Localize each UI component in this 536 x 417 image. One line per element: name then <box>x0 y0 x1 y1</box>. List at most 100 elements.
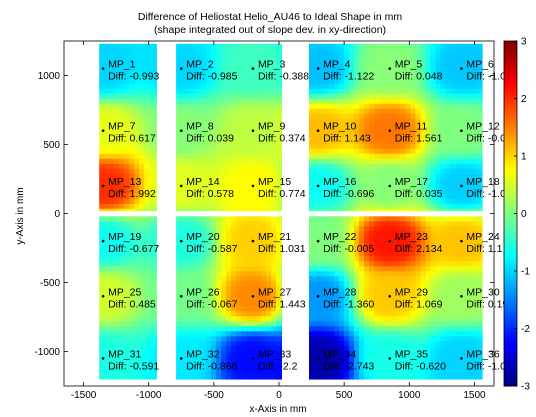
colorbar-segment <box>504 124 517 128</box>
measurement-point-marker <box>460 295 463 298</box>
colorbar-segment <box>504 75 517 79</box>
measurement-point-name: MP_36 <box>466 348 499 360</box>
measurement-point-diff: Diff: 0.774 <box>258 188 306 200</box>
colorbar-segment <box>504 328 517 332</box>
measurement-point-name: MP_20 <box>186 231 219 243</box>
colorbar-segment <box>504 342 517 347</box>
colorbar-segment <box>504 227 517 232</box>
colorbar-tick-label: -3 <box>521 382 530 393</box>
measurement-point-name: MP_12 <box>466 121 499 133</box>
colorbar-segment <box>504 199 517 203</box>
colorbar-segment <box>504 69 517 74</box>
colorbar-tick-label: -2 <box>521 324 530 335</box>
colorbar-segment <box>504 236 517 240</box>
colorbar-segment <box>504 314 517 318</box>
measurement-point-diff: Diff: 0.048 <box>395 71 443 83</box>
measurement-point-diff: Diff: 1.143 <box>323 133 371 145</box>
measurement-point-name: MP_34 <box>323 348 356 360</box>
y-tick-label: 500 <box>43 140 60 151</box>
measurement-point-marker <box>251 295 255 298</box>
measurement-point-name: MP_17 <box>395 176 428 188</box>
measurement-point-marker <box>316 67 320 70</box>
colorbar-segment <box>504 371 517 376</box>
measurement-point-name: MP_15 <box>258 176 291 188</box>
colorbar-segment <box>504 184 517 189</box>
colorbar-segment <box>504 250 517 255</box>
measurement-point-marker <box>316 184 320 188</box>
measurement-point-marker <box>388 357 392 360</box>
colorbar-segment <box>504 294 517 298</box>
measurement-point-diff: Diff: -0.388 <box>258 71 309 83</box>
measurement-point-marker <box>101 129 105 132</box>
facet-panel <box>176 216 237 380</box>
colorbar-segment <box>504 305 517 309</box>
colorbar-segment <box>504 383 517 387</box>
colorbar-segment <box>504 273 517 278</box>
measurement-point-name: MP_26 <box>186 286 219 298</box>
colorbar-tick-label: 0 <box>521 209 527 220</box>
colorbar-segment <box>504 52 517 56</box>
colorbar-tick-label: -1 <box>521 267 530 278</box>
colorbar-segment <box>504 204 517 209</box>
measurement-point-name: MP_7 <box>108 121 136 133</box>
measurement-point-marker <box>460 129 463 132</box>
colorbar-segment <box>504 115 517 120</box>
measurement-point-name: MP_28 <box>323 286 356 298</box>
measurement-point-name: MP_11 <box>395 121 428 133</box>
measurement-point-marker <box>101 295 105 298</box>
measurement-point-diff: Diff: -0.866 <box>186 360 237 372</box>
colorbar-segment <box>504 317 517 321</box>
measurement-point-diff: Diff: 1.1 <box>466 243 502 255</box>
measurement-point-name: MP_32 <box>186 348 219 360</box>
colorbar-segment <box>504 268 517 272</box>
measurement-point-marker <box>316 357 320 360</box>
measurement-point-marker <box>460 184 463 188</box>
colorbar-segment <box>504 308 517 312</box>
colorbar-segment <box>504 248 517 252</box>
facet-panel <box>99 216 157 380</box>
colorbar-segment <box>504 380 517 384</box>
measurement-point-marker <box>179 67 183 70</box>
measurement-point-marker <box>179 184 183 188</box>
y-axis-label: y-Axis in mm <box>15 187 26 244</box>
colorbar-segment <box>504 107 517 111</box>
colorbar-tick-label: 1 <box>521 152 527 163</box>
measurement-point-name: MP_3 <box>258 59 286 71</box>
colorbar-segment <box>504 345 517 350</box>
measurement-point-marker <box>460 357 463 360</box>
measurement-point-diff: Diff: -0.677 <box>108 243 159 255</box>
colorbar-segment <box>504 46 517 51</box>
measurement-point-marker <box>388 67 392 70</box>
colorbar-segment <box>504 288 517 292</box>
colorbar-segment <box>504 319 517 324</box>
colorbar-segment <box>504 276 517 281</box>
colorbar-segment <box>504 271 517 275</box>
measurement-point-marker <box>460 239 463 243</box>
colorbar-segment <box>504 58 517 62</box>
facet-panel <box>99 43 157 212</box>
colorbar-segment <box>504 285 517 289</box>
colorbar-segment <box>504 334 517 338</box>
measurement-point-diff: Diff: -2.2 <box>258 360 298 372</box>
facet-panel <box>176 43 237 212</box>
measurement-point-diff: Diff: 1.561 <box>395 133 443 145</box>
measurement-point-diff: Diff: 2.134 <box>395 243 443 255</box>
plot-area: -1500 -1000 -500 0 500 1000 1500 -1000 -500 0 500… <box>34 40 518 401</box>
colorbar-segment <box>504 219 517 223</box>
colorbar-segment <box>504 118 517 123</box>
measurement-point-diff: Diff: 0.578 <box>186 188 234 200</box>
measurement-point-marker <box>251 67 255 70</box>
colorbar-segment <box>504 181 517 186</box>
colorbar-segment <box>504 164 517 169</box>
colorbar-segment <box>504 49 517 54</box>
measurement-point-marker <box>316 129 320 132</box>
colorbar-segment <box>504 282 517 286</box>
facet-panel <box>375 43 483 212</box>
